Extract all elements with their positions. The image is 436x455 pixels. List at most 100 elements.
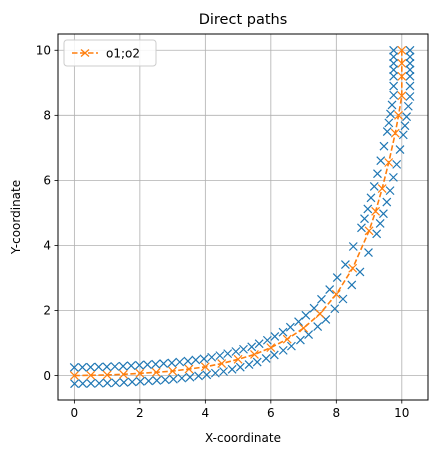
data-point-blue-marker — [405, 81, 415, 91]
data-point-blue-marker — [402, 112, 412, 122]
data-point-blue-marker — [389, 52, 399, 62]
data-point-blue-marker — [376, 156, 386, 166]
data-point-blue-marker — [278, 345, 288, 355]
data-point-blue-marker — [332, 273, 342, 282]
data-point-orange-marker — [384, 158, 394, 167]
legend-label: o1;o2 — [106, 47, 140, 61]
data-point-orange-marker — [371, 206, 381, 216]
plot-frame — [57, 33, 429, 401]
data-point-blue-marker — [389, 65, 399, 75]
data-point-blue-marker — [135, 377, 145, 386]
data-point-blue-marker — [389, 81, 399, 91]
data-point-blue-marker — [215, 351, 225, 361]
x-tick-label: 8 — [332, 406, 340, 420]
data-point-blue-marker — [118, 361, 128, 371]
data-point-orange-marker — [69, 371, 79, 381]
data-point-blue-marker — [239, 344, 248, 354]
data-point-blue-marker — [405, 58, 415, 68]
data-point-blue-marker — [285, 322, 295, 332]
data-point-orange-marker — [397, 91, 407, 101]
data-point-blue-marker — [389, 71, 399, 81]
x-tick-label: 10 — [394, 406, 409, 420]
data-point-blue-marker — [355, 267, 365, 277]
x-tick-label: 4 — [202, 406, 210, 420]
data-point-blue-marker — [389, 58, 399, 68]
data-point-blue-marker — [110, 362, 120, 371]
data-point-blue-marker — [191, 355, 201, 365]
data-point-blue-marker — [94, 378, 104, 388]
data-point-blue-marker — [254, 339, 264, 349]
legend-marker-icon — [80, 49, 90, 57]
data-point-blue-marker — [143, 360, 152, 370]
x-tick-label: 6 — [267, 406, 275, 420]
data-point-blue-marker — [405, 52, 415, 62]
data-point-orange-marker — [266, 343, 276, 353]
data-point-blue-marker — [379, 141, 389, 151]
data-point-blue-marker — [338, 294, 348, 304]
data-point-blue-marker — [244, 360, 254, 369]
data-point-orange-marker — [331, 289, 341, 299]
data-point-blue-marker — [278, 327, 288, 337]
data-point-blue-marker — [347, 280, 357, 290]
data-point-orange-marker — [200, 362, 210, 372]
x-axis-label: X-coordinate — [205, 431, 281, 445]
data-point-blue-marker — [231, 347, 241, 356]
data-point-blue-marker — [159, 359, 169, 369]
data-point-blue-marker — [77, 362, 87, 372]
data-point-blue-marker — [395, 145, 405, 154]
data-point-orange-marker — [135, 368, 145, 378]
data-point-blue-marker — [78, 379, 88, 388]
data-point-blue-marker — [102, 378, 112, 388]
legend: o1;o2 — [63, 39, 157, 67]
y-tick-label: 4 — [43, 239, 51, 253]
x-tick-label: 0 — [71, 406, 79, 420]
data-point-orange-marker — [151, 367, 161, 377]
data-point-blue-marker — [295, 335, 305, 345]
data-point-blue-marker — [134, 360, 144, 370]
data-point-blue-marker — [194, 371, 203, 381]
data-point-orange-marker — [282, 334, 292, 344]
data-point-blue-marker — [144, 376, 154, 386]
data-point-blue-marker — [363, 204, 373, 214]
data-point-blue-marker — [207, 352, 217, 362]
data-point-blue-marker — [304, 330, 314, 339]
data-point-blue-marker — [360, 214, 369, 224]
data-point-orange-marker — [394, 110, 403, 120]
legend-box — [63, 39, 157, 67]
data-point-orange-marker — [397, 58, 407, 68]
data-point-orange-marker — [250, 350, 259, 359]
data-point-orange-marker — [348, 263, 358, 273]
y-tick-label: 0 — [43, 369, 51, 383]
data-point-blue-marker — [167, 358, 177, 368]
data-point-orange-marker — [86, 370, 96, 380]
series-o1o2-line — [74, 50, 403, 377]
data-point-blue-marker — [301, 310, 311, 320]
y-tick-label: 6 — [43, 174, 51, 188]
data-point-blue-marker — [94, 362, 104, 372]
data-point-blue-marker — [385, 186, 395, 196]
axis-ticks: 0 2 4 6 8 10 0 2 4 6 8 10 — [36, 43, 410, 420]
data-point-blue-marker — [375, 219, 385, 228]
data-point-orange-marker — [102, 370, 112, 380]
data-point-blue-marker — [151, 359, 161, 369]
data-point-blue-marker — [348, 242, 358, 251]
data-point-blue-marker — [286, 341, 296, 351]
y-axis-label: Y-coordinate — [9, 180, 23, 255]
data-point-blue-marker — [235, 362, 245, 372]
data-point-blue-marker — [340, 260, 350, 269]
data-point-blue-marker — [386, 109, 395, 119]
data-point-blue-marker — [384, 118, 394, 128]
y-tick-label: 8 — [43, 109, 51, 123]
data-point-blue-marker — [247, 342, 257, 352]
data-point-orange-marker — [168, 366, 178, 376]
x-tick-label: 2 — [136, 406, 144, 420]
data-point-blue-marker — [400, 121, 410, 131]
data-point-blue-marker — [403, 101, 413, 111]
data-point-blue-marker — [379, 209, 388, 219]
data-point-blue-marker — [86, 378, 96, 388]
data-point-orange-marker — [217, 359, 227, 368]
data-point-orange-marker — [315, 309, 325, 319]
data-point-blue-marker — [398, 130, 408, 140]
data-point-blue-marker — [357, 223, 366, 233]
